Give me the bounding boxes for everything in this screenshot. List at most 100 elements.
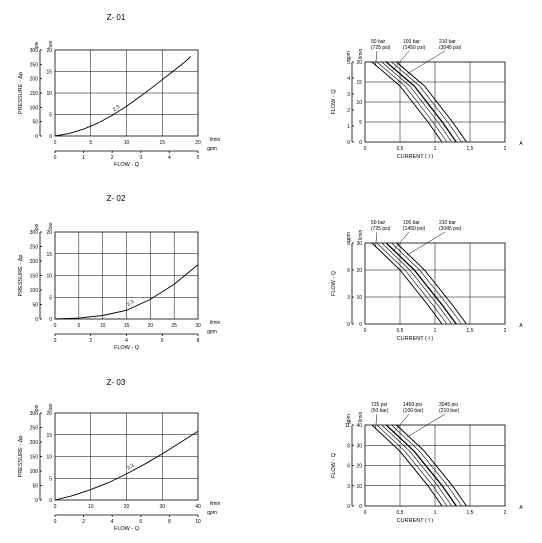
chart-z01-flow-label-3: 210 bar bbox=[439, 39, 456, 45]
chart-z02-flow-label-1: 50 bar bbox=[371, 220, 386, 226]
chart-z01-a-tick: 1,5 bbox=[467, 146, 474, 152]
chart-z01-gpm-tick: 3 bbox=[139, 155, 142, 161]
chart-z03-pressure-ylabel: PRESSURE - Δp bbox=[18, 436, 24, 478]
chart-z02-flow-hatch bbox=[386, 242, 457, 325]
chart-z01-flow-label-1-sub: (725 psi) bbox=[371, 45, 391, 51]
chart-z03-flow-curve-3 bbox=[396, 424, 467, 507]
chart-z03-a-tick: 0,5 bbox=[397, 510, 404, 516]
chart-z01-bar-tick: 15 bbox=[46, 70, 52, 76]
chart-z02-pressure-ylabel: PRESSURE - Δp bbox=[18, 255, 24, 297]
chart-z02-bar-tick: 20 bbox=[46, 230, 52, 236]
chart-z02-bar-tick: 0 bbox=[49, 317, 52, 323]
chart-z01-flow-leader-3 bbox=[406, 50, 446, 75]
chart-z03-flow-lmin-tick: 20 bbox=[356, 464, 362, 470]
chart-z01-flow-lmin-tick: 5 bbox=[359, 120, 362, 126]
chart-z02-a-tick: 0 bbox=[364, 328, 367, 334]
chart-z02-gpm-tick: 4 bbox=[125, 338, 128, 344]
chart-z01-flow-lmin-unit: l/min bbox=[358, 49, 364, 60]
chart-z01-a-tick: 0,5 bbox=[397, 146, 404, 152]
chart-z01-bar-tick: 0 bbox=[49, 134, 52, 140]
chart-z02-title: Z- 02 bbox=[107, 194, 126, 203]
chart-z02-psi-tick: 300 bbox=[30, 230, 39, 236]
chart-z03-flow-ylabel: FLOW - Q bbox=[331, 452, 337, 478]
chart-z03-flow-hatch bbox=[386, 424, 457, 507]
chart-z02-a-unit: A bbox=[519, 323, 523, 329]
chart-z02-bar-tick: 10 bbox=[46, 274, 52, 280]
chart-z02-flow-lmin-tick: 20 bbox=[356, 268, 362, 274]
chart-z03-flow-lmin-unit: l/min bbox=[358, 412, 364, 423]
chart-z01-lmin-tick: 20 bbox=[195, 140, 201, 146]
chart-z01-flow-curve-1 bbox=[371, 61, 443, 143]
chart-z03-flow-label-2-sub: (100 bar) bbox=[403, 408, 424, 414]
chart-z01-flow-hatch bbox=[391, 61, 462, 143]
chart-z03-flow-hatch bbox=[391, 424, 462, 507]
chart-z01-psi-tick: 200 bbox=[30, 77, 39, 83]
chart-z03-flow-xlabel: CURRENT ( I ) bbox=[397, 518, 434, 524]
chart-z01-gpm-tick: 2 bbox=[111, 155, 114, 161]
chart-z03-gpm-unit: gpm bbox=[207, 510, 217, 516]
chart-z03-flow-hatch bbox=[376, 424, 448, 507]
chart-z01-flow-label-2: 100 bar bbox=[403, 39, 420, 45]
chart-z03-bar-tick: 15 bbox=[46, 433, 52, 439]
chart-z03-flow-lmin-tick: 10 bbox=[356, 484, 362, 490]
chart-z01-a-unit: A bbox=[519, 141, 523, 147]
chart-z01-a-tick: 0 bbox=[364, 146, 367, 152]
chart-z03-flow-lmin-tick: 40 bbox=[356, 423, 362, 429]
chart-z01-flow-leader-1 bbox=[375, 50, 378, 67]
chart-z02-psi-tick: 50 bbox=[32, 303, 38, 309]
chart-z02-gpm-tick: 0 bbox=[54, 338, 57, 344]
chart-z03-psi-tick: 0 bbox=[35, 498, 38, 504]
chart-z02-a-tick: 2 bbox=[504, 328, 507, 334]
chart-z01-flow-gpm-tick: 5 bbox=[347, 60, 350, 66]
chart-z01-title: Z- 01 bbox=[107, 13, 126, 22]
chart-z03-flow-lmin-tick: 30 bbox=[356, 443, 362, 449]
chart-z02-flow-lmin-tick: 30 bbox=[356, 241, 362, 247]
chart-z02-flow-hatch bbox=[391, 242, 462, 325]
chart-z03-a-tick: 2 bbox=[504, 510, 507, 516]
chart-z03-gpm-tick: 4 bbox=[111, 519, 114, 525]
chart-z01-flow-leader-2 bbox=[392, 50, 410, 71]
chart-z01-flow-gpm-tick: 0 bbox=[347, 140, 350, 146]
chart-z01-pressure-curve bbox=[54, 56, 192, 137]
chart-z02-flow-gpm-tick: 3 bbox=[347, 295, 350, 301]
chart-z03-flow-label-3: 3045 psi bbox=[439, 402, 458, 408]
chart-z02-flow-label-3-sub: (3045 psi) bbox=[439, 226, 462, 232]
chart-z02-flow-leader-2 bbox=[392, 231, 410, 252]
chart-z03-title: Z- 03 bbox=[107, 378, 126, 387]
chart-z02-lmin-tick: 30 bbox=[195, 323, 201, 329]
chart-z02-flow-hatch bbox=[376, 242, 448, 325]
chart-z03-flow-label-2: 1450 psi bbox=[403, 402, 422, 408]
chart-z02-lmin-tick: 25 bbox=[171, 323, 177, 329]
chart-z01-flow-gpm-tick: 3 bbox=[347, 92, 350, 98]
chart-z02-flow-xlabel: CURRENT ( I ) bbox=[397, 336, 434, 342]
chart-z02-lmin-tick: 10 bbox=[100, 323, 106, 329]
chart-z02-psi-tick: 0 bbox=[35, 317, 38, 323]
chart-z01-bar-tick: 20 bbox=[46, 48, 52, 54]
chart-z03-pressure-xlabel: FLOW - Q bbox=[114, 526, 140, 532]
chart-z02-flow-gpm-tick: 6 bbox=[347, 268, 350, 274]
chart-z03-gpm-tick: 2 bbox=[82, 519, 85, 525]
chart-z03-lmin-tick: 0 bbox=[54, 504, 57, 510]
chart-z03-bar-unit: bar bbox=[48, 403, 54, 411]
chart-z02-flow-lmin-tick: 0 bbox=[359, 322, 362, 328]
chart-z01-psi-tick: 50 bbox=[32, 120, 38, 126]
chart-z02-a-tick: 0,5 bbox=[397, 328, 404, 334]
chart-z02-flow-leader-1 bbox=[375, 231, 378, 248]
chart-z02-psi-unit: psi bbox=[34, 224, 40, 230]
chart-z03-flow-curve-1 bbox=[371, 424, 443, 507]
chart-z03-bar-tick: 10 bbox=[46, 455, 52, 461]
chart-z01-flow-label-2-sub: (1450 psi) bbox=[403, 45, 426, 51]
chart-z02-gpm-tick: 6 bbox=[161, 338, 164, 344]
chart-z03-lmin-tick: 40 bbox=[195, 504, 201, 510]
chart-z02-flow-gpm-tick: 8 bbox=[347, 241, 350, 247]
chart-z01-lmin-tick: 5 bbox=[89, 140, 92, 146]
chart-z01-lmin-tick: 0 bbox=[54, 140, 57, 146]
chart-z03-flow-leader-3 bbox=[406, 413, 446, 438]
chart-z02-pressure-xlabel: FLOW - Q bbox=[114, 345, 140, 351]
chart-z03-gpm-tick: 0 bbox=[54, 519, 57, 525]
chart-z03-flow-label-1: 725 psi bbox=[371, 402, 387, 408]
chart-z03-lmin-tick: 10 bbox=[88, 504, 94, 510]
chart-z03-curve-label: 2.3 bbox=[126, 463, 135, 472]
chart-z02-flow-lmin-unit: l/min bbox=[358, 230, 364, 241]
chart-z02-psi-tick: 250 bbox=[30, 245, 39, 251]
